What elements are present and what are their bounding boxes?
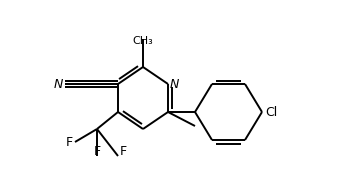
Text: Cl: Cl (265, 105, 277, 118)
Text: CH₃: CH₃ (132, 36, 153, 46)
Text: F: F (66, 135, 73, 148)
Text: F: F (120, 145, 127, 158)
Text: F: F (93, 145, 101, 158)
Text: N: N (54, 77, 63, 91)
Text: N: N (170, 77, 179, 91)
